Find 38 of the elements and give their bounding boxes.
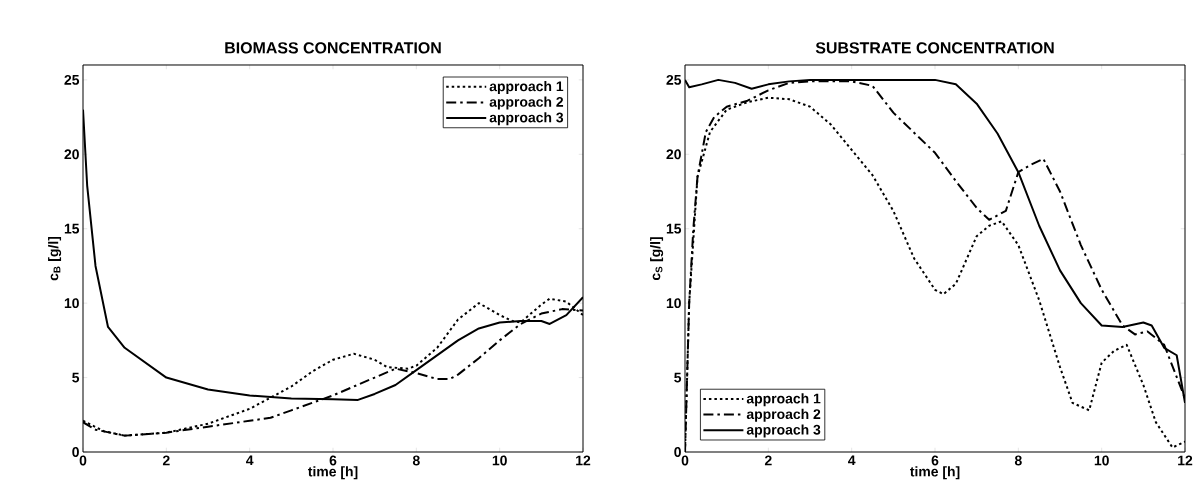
legend-label: approach 1 [746,393,821,407]
y-tick-label: 10 [666,298,681,309]
chart-title: BIOMASS CONCENTRATION [225,42,441,54]
x-tick-label: 12 [576,455,591,466]
y-tick-label: 25 [666,74,682,85]
y-tick-label: 5 [674,372,682,383]
legend-label: approach 3 [746,424,821,438]
x-tick-label: 8 [1014,455,1022,466]
x-axis-title: time [h] [910,466,960,480]
y-axis-title: c$_{B}$ [g/l] [48,236,62,281]
x-tick-label: 4 [848,455,856,466]
y-tick-label: 25 [64,74,80,85]
y-tick-label: 15 [64,223,80,234]
legend-label: approach 1 [489,80,564,94]
legend-label: approach 3 [489,112,564,126]
x-tick-label: 0 [681,455,689,466]
x-tick-label: 0 [79,455,87,466]
y-tick-label: 0 [72,447,79,457]
x-tick-label: 2 [162,455,170,466]
x-tick-label: 10 [492,455,507,466]
y-tick-label: 20 [666,149,681,160]
legend-label: approach 2 [489,96,564,110]
x-tick-label: 6 [931,455,939,466]
x-tick-label: 8 [412,455,420,466]
x-tick-label: 6 [329,455,337,466]
y-axis-title: c$_{S}$ [g/l] [650,237,664,281]
x-tick-label: 10 [1094,455,1109,466]
y-tick-label: 20 [64,149,79,160]
x-axis-title: time [h] [307,466,358,480]
y-tick-label: 0 [674,447,681,457]
x-tick-label: 4 [246,455,254,466]
y-tick-label: 10 [64,298,79,309]
chart-title: SUBSTRATE CONCENTRATION [815,42,1054,54]
y-tick-label: 15 [666,223,682,234]
legend-label: approach 2 [746,408,821,422]
x-tick-label: 2 [764,455,772,466]
y-tick-label: 5 [72,372,80,383]
x-tick-label: 12 [1178,455,1193,466]
